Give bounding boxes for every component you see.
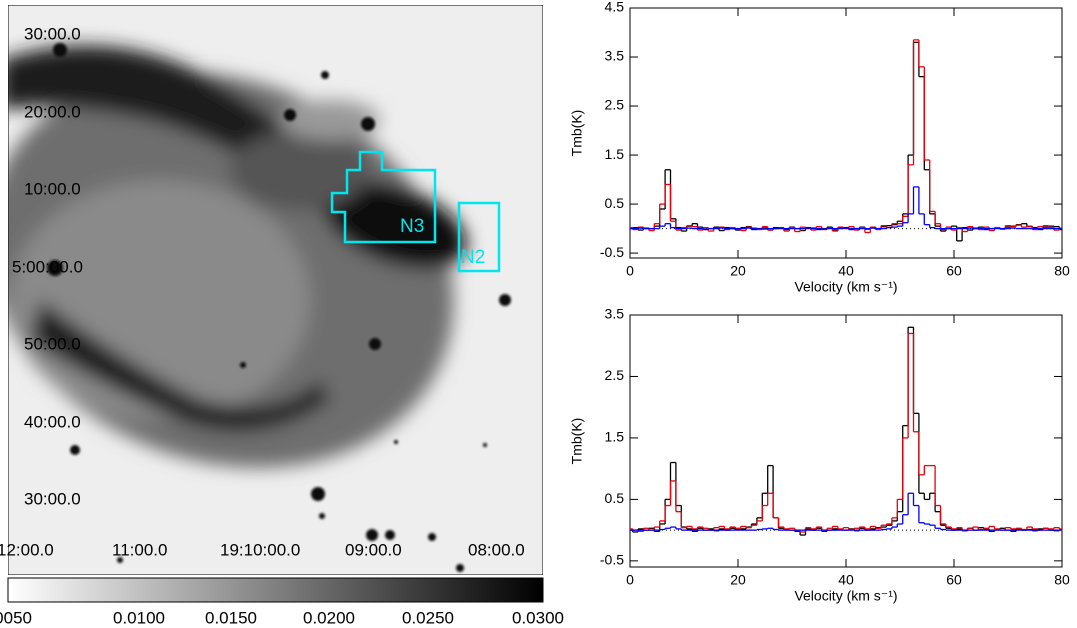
- y-tick-label: -0.5: [600, 552, 624, 568]
- x-tick-label: 80: [1054, 263, 1070, 279]
- y-tick-label: 3.5: [605, 48, 625, 64]
- region-outline: [330, 150, 437, 244]
- step-riser: [632, 333, 1060, 532]
- x-tick-label: 0: [626, 572, 634, 588]
- step-riser: [637, 186, 1017, 230]
- y-tick-label: 3.5: [605, 306, 625, 322]
- y-tick-label: 0.5: [605, 195, 625, 211]
- x-tick-label: 80: [1054, 572, 1070, 588]
- y-axis-label: Tmb(K): [569, 418, 585, 465]
- step-riser: [659, 493, 947, 531]
- y-tick-label: -0.5: [600, 244, 624, 260]
- ra-label: 09:00.0: [345, 540, 402, 559]
- region-outline: [457, 201, 501, 273]
- x-tick-label: 40: [838, 572, 854, 588]
- region-label: N3: [400, 216, 424, 237]
- x-axis-label: Velocity (km s⁻¹): [794, 588, 897, 604]
- colorbar-label: 0.0200: [303, 608, 355, 627]
- y-tick-label: 2.5: [605, 367, 625, 383]
- x-tick-label: 60: [946, 263, 962, 279]
- y-tick-label: 4.5: [605, 0, 625, 15]
- x-tick-label: 20: [730, 572, 746, 588]
- y-tick-label: 0.5: [605, 490, 625, 506]
- colorbar-label: 0.0250: [402, 608, 454, 627]
- dec-label: 30:00.0: [24, 489, 81, 508]
- ra-label: 19:10:00.0: [220, 540, 300, 559]
- ra-label: 12:00.0: [0, 540, 54, 559]
- dec-label: 30:00.0: [24, 24, 81, 43]
- colorbar: [7, 577, 544, 603]
- ra-label: 11:00.0: [112, 540, 167, 559]
- x-tick-label: 60: [946, 572, 962, 588]
- colorbar-label: 0.0150: [205, 608, 257, 627]
- colorbar-label: 0.0100: [113, 608, 165, 627]
- x-tick-label: 40: [838, 263, 854, 279]
- y-tick-label: 1.5: [605, 429, 625, 445]
- dec-label: 10:00.0: [24, 179, 81, 198]
- dec-label: 5:00:00.0: [12, 257, 83, 276]
- plot-frame: [629, 7, 1063, 259]
- step-riser: [632, 327, 1060, 536]
- y-axis-label: Tmb(K): [569, 110, 585, 157]
- x-tick-label: 0: [626, 263, 634, 279]
- dec-label: 20:00.0: [24, 102, 81, 121]
- x-tick-label: 20: [730, 263, 746, 279]
- ra-label: 08:00.0: [468, 540, 525, 559]
- step-riser: [632, 39, 1060, 233]
- dec-label: 40:00.0: [24, 412, 81, 431]
- sky-image: [8, 5, 543, 575]
- colorbar-label: 0.0050: [0, 608, 32, 627]
- colorbar-label: 0.0300: [512, 608, 564, 627]
- dec-label: 50:00.0: [24, 334, 81, 353]
- y-tick-label: 2.5: [605, 97, 625, 113]
- y-tick-label: 1.5: [605, 146, 625, 162]
- x-axis-label: Velocity (km s⁻¹): [794, 279, 897, 295]
- region-label: N2: [461, 247, 485, 268]
- step-riser: [632, 42, 1060, 241]
